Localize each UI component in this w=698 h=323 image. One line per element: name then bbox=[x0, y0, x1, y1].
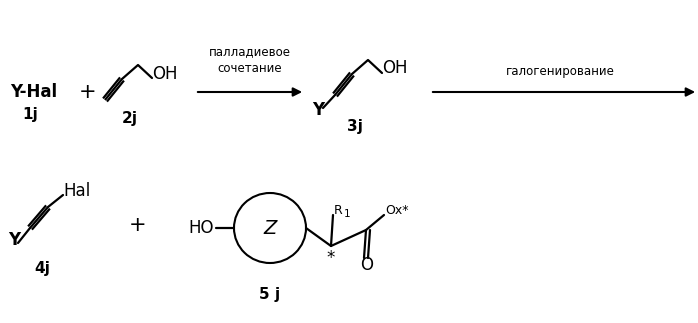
Text: +: + bbox=[129, 215, 147, 235]
Text: 4j: 4j bbox=[34, 261, 50, 276]
Text: 5 j: 5 j bbox=[260, 287, 281, 303]
Text: Hal: Hal bbox=[63, 182, 90, 200]
Text: HO: HO bbox=[188, 219, 214, 237]
Text: сочетание: сочетание bbox=[218, 61, 282, 75]
Text: галогенирование: галогенирование bbox=[505, 66, 614, 78]
Text: 1: 1 bbox=[344, 209, 350, 219]
Text: Y-Hal: Y-Hal bbox=[10, 83, 57, 101]
Text: O: O bbox=[360, 256, 373, 274]
Text: *: * bbox=[327, 249, 335, 267]
Text: Y: Y bbox=[312, 101, 324, 119]
Text: 3j: 3j bbox=[347, 120, 363, 134]
Text: Y: Y bbox=[8, 231, 20, 249]
Text: OH: OH bbox=[152, 65, 177, 83]
Text: 2j: 2j bbox=[122, 110, 138, 126]
Text: Z: Z bbox=[263, 218, 276, 237]
Text: R: R bbox=[334, 203, 343, 216]
Text: +: + bbox=[79, 82, 97, 102]
Text: 1j: 1j bbox=[22, 108, 38, 122]
Text: Ox*: Ox* bbox=[385, 204, 408, 217]
Text: палладиевое: палладиевое bbox=[209, 46, 291, 58]
Text: OH: OH bbox=[382, 59, 408, 77]
